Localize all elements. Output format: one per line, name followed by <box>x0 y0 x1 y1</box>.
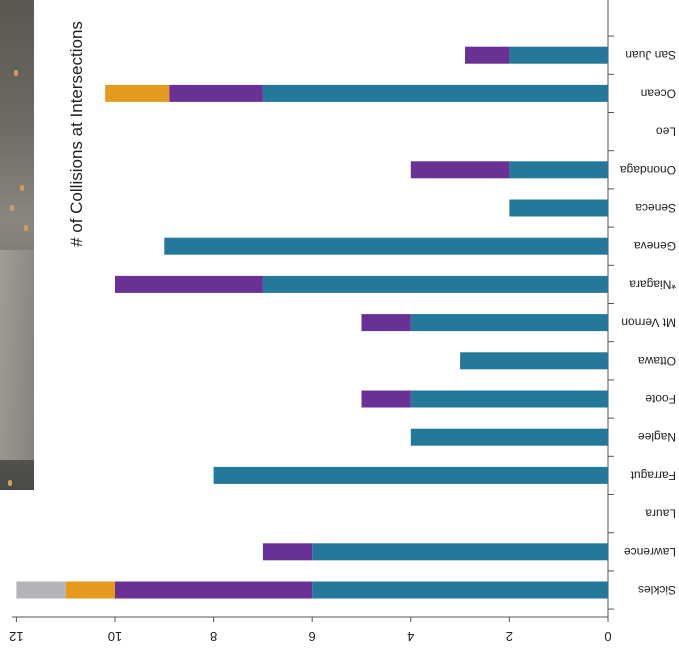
photo-speck <box>14 70 18 76</box>
bar-segment-series-0 <box>509 199 608 217</box>
chart-title: # of Collisions at Intersections <box>67 21 86 247</box>
bar-segment-series-0 <box>312 581 608 599</box>
photo-speck <box>10 205 14 211</box>
chart-axes <box>12 0 614 622</box>
category-label: San Juan <box>625 48 676 62</box>
bar-segment-series-0 <box>460 352 608 370</box>
bar-segment-series-2 <box>105 84 170 102</box>
bar-segment-series-3 <box>16 581 66 599</box>
category-label: Naglee <box>638 430 676 444</box>
value-tick-label: 0 <box>604 629 611 644</box>
category-label: Geneva <box>634 239 676 253</box>
chart-bars <box>16 46 609 599</box>
category-labels: Sickles Lawrence Laura Farragut Naglee Foote O… <box>620 48 676 597</box>
bar-segment-series-0 <box>410 428 608 446</box>
bar-segment-series-0 <box>213 466 608 484</box>
category-label: *Niagara <box>629 277 676 291</box>
photo-speck <box>24 225 28 231</box>
category-label: Ottawa <box>638 354 676 368</box>
value-tick-label: 10 <box>108 629 122 644</box>
bar-segment-series-1 <box>115 581 313 599</box>
bar-segment-series-0 <box>410 314 608 332</box>
category-label: Onondaga <box>620 163 676 177</box>
category-label: Lawrence <box>624 545 676 559</box>
photo-pale-region <box>0 250 34 460</box>
bar-segment-series-0 <box>164 237 609 255</box>
bar-segment-series-0 <box>410 390 608 408</box>
bar-segment-series-1 <box>115 275 263 293</box>
category-label: Ocean <box>641 86 676 100</box>
bar-segment-series-0 <box>312 543 608 561</box>
category-label: Foote <box>645 392 676 406</box>
bar-segment-series-1 <box>361 314 411 332</box>
bar-segment-series-1 <box>410 161 510 179</box>
y-tick-labels: 0 2 4 6 8 10 12 <box>9 629 611 644</box>
value-tick-label: 2 <box>506 629 513 644</box>
bar-segment-series-0 <box>509 161 608 179</box>
category-label: Leo <box>656 125 676 139</box>
photo-speck <box>8 480 12 486</box>
category-label: Mt Vernon <box>621 316 676 330</box>
value-tick-label: 8 <box>210 629 217 644</box>
bar-segment-series-1 <box>465 46 510 64</box>
bar-segment-series-0 <box>262 84 608 102</box>
value-tick-label: 12 <box>9 629 23 644</box>
value-tick-label: 4 <box>407 629 414 644</box>
bar-segment-series-0 <box>509 46 608 64</box>
bar-segment-series-1 <box>169 84 263 102</box>
value-tick-label: 6 <box>309 629 316 644</box>
bar-segment-series-0 <box>262 275 608 293</box>
photo-speck <box>20 185 24 191</box>
bar-segment-series-1 <box>361 390 411 408</box>
category-label: Sickles <box>638 583 676 597</box>
bar-segment-series-1 <box>262 543 313 561</box>
category-label: Laura <box>645 507 676 521</box>
background-photo <box>0 0 34 490</box>
category-label: Farragut <box>630 468 676 482</box>
bar-segment-series-2 <box>65 581 115 599</box>
category-label: Seneca <box>635 201 676 215</box>
